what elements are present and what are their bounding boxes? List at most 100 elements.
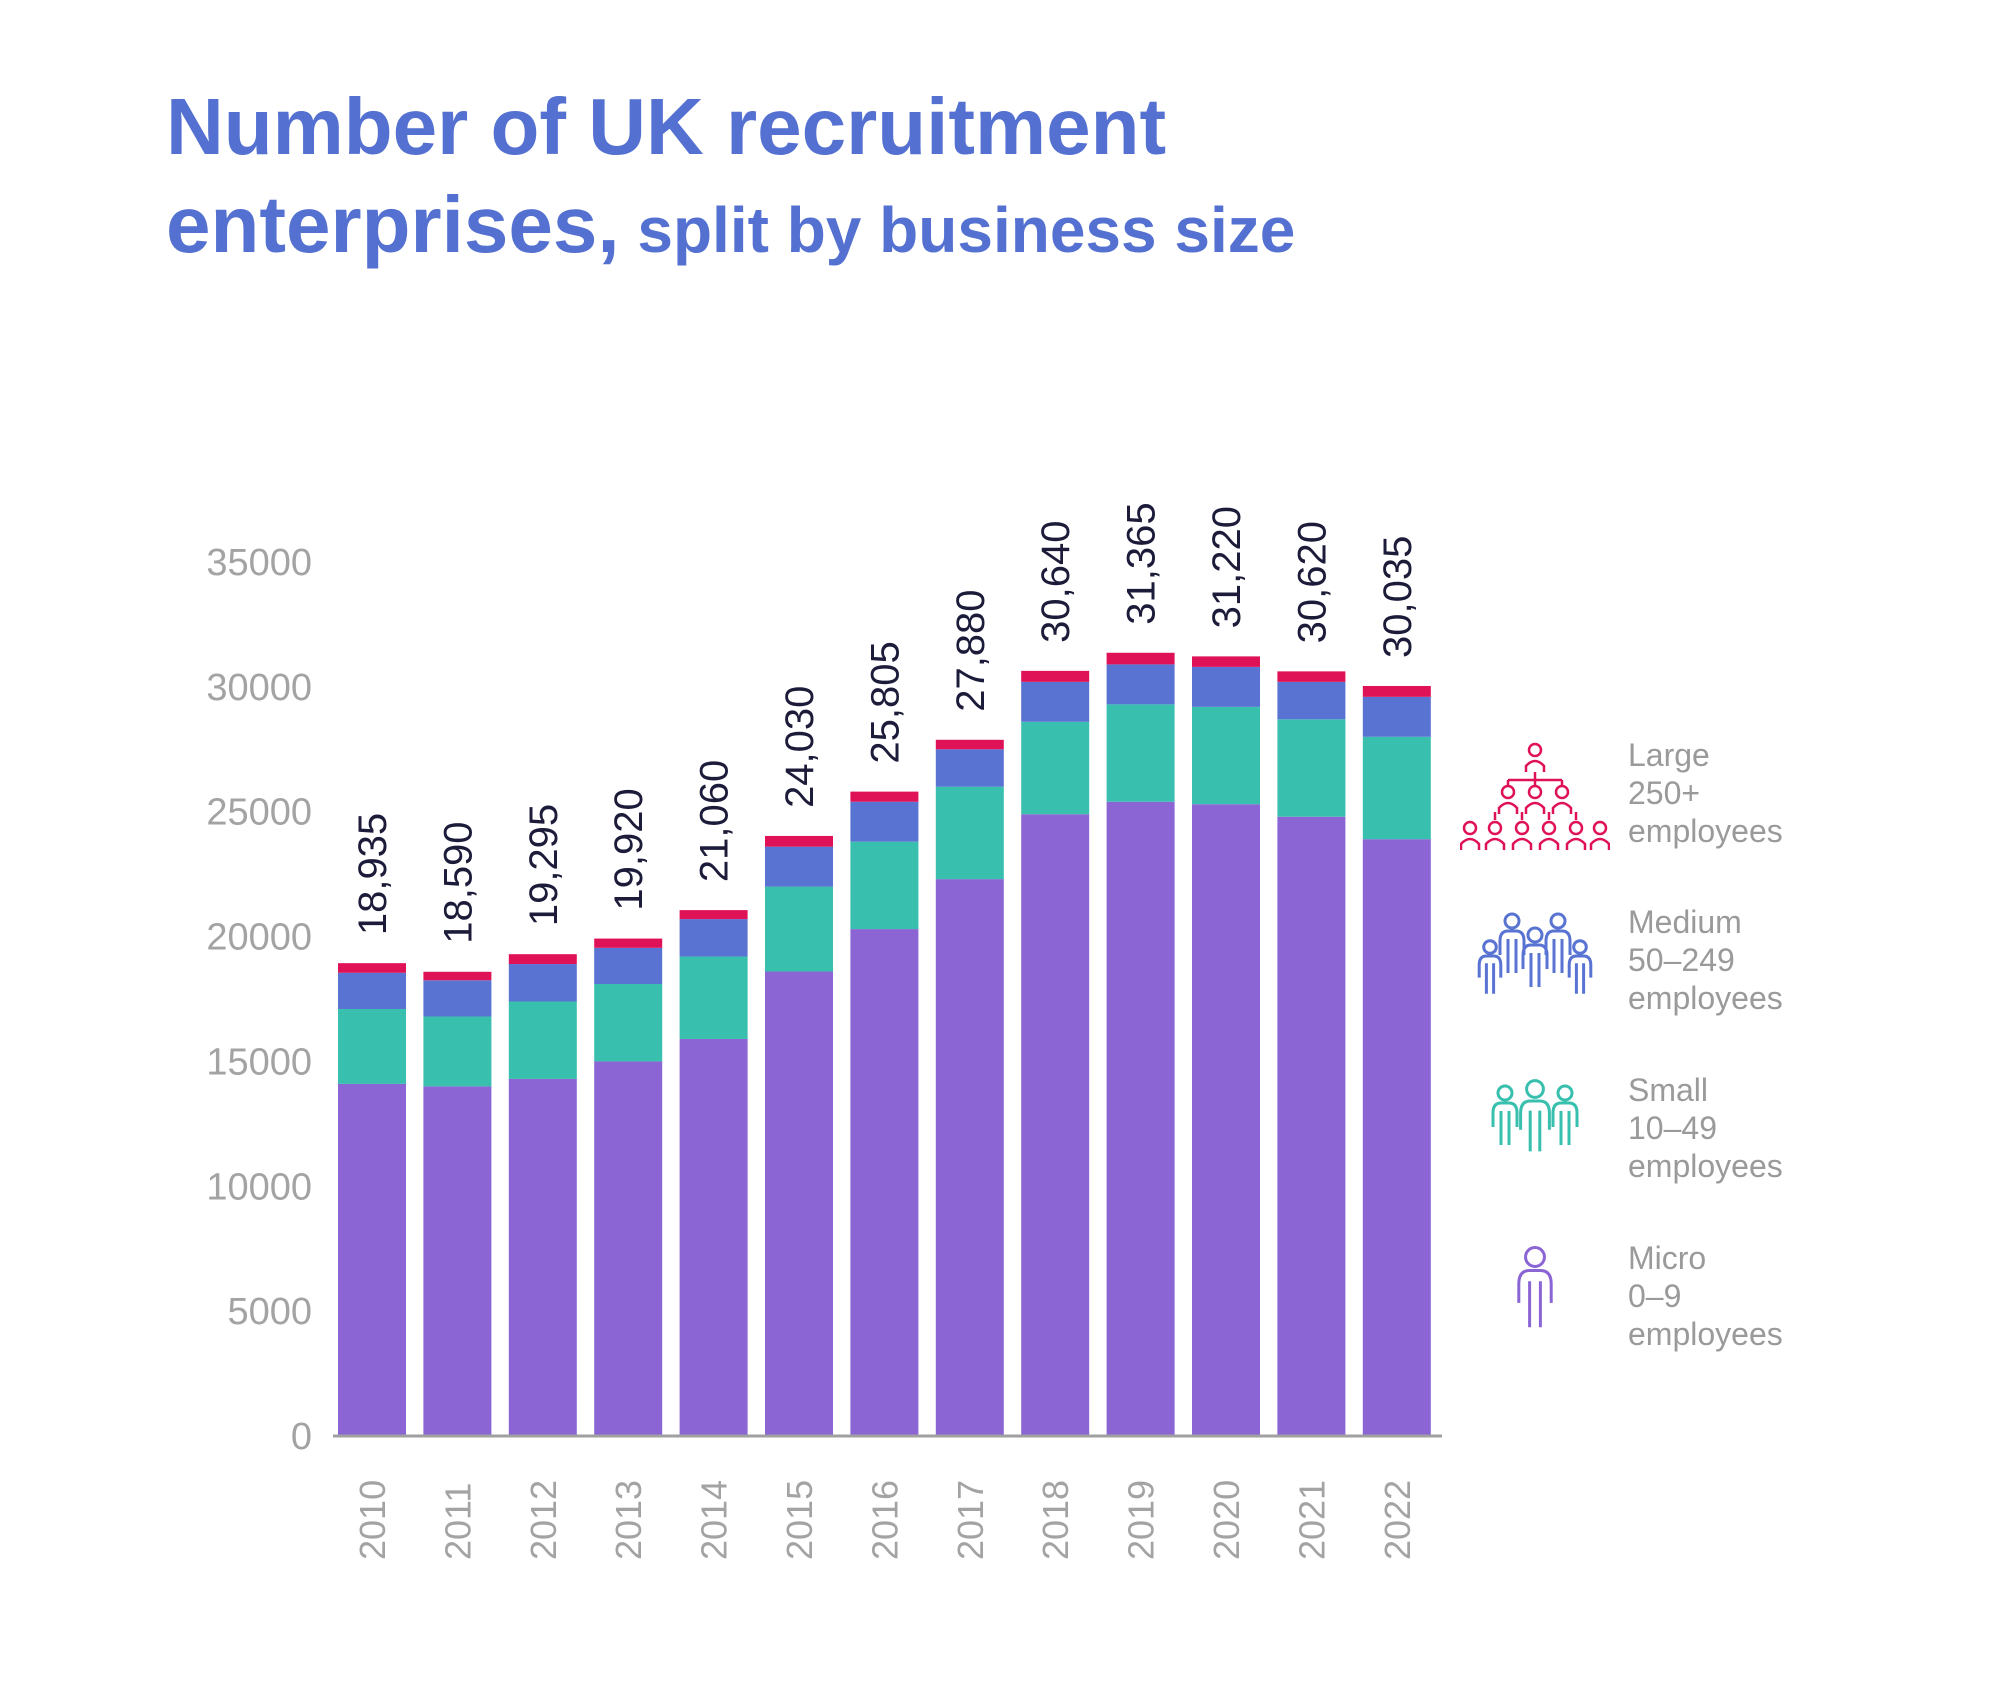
legend-label: Micro 0–9 employees <box>1628 1239 1783 1353</box>
legend-label: Large 250+ employees <box>1628 736 1783 850</box>
bar-segment-large-2018 <box>1021 670 1090 682</box>
total-label-2019: 31,365 <box>1120 502 1164 624</box>
legend-label-line: employees <box>1628 980 1783 1016</box>
x-tick-label-2010: 2010 <box>352 1480 393 1560</box>
bar-segment-small-2018 <box>1021 721 1090 815</box>
title-line-2: enterprises, <box>166 179 620 269</box>
bar-segment-small-2015 <box>765 886 833 972</box>
bar-segment-medium-2010 <box>338 972 406 1009</box>
legend-label-line: 10–49 <box>1628 1110 1717 1146</box>
x-tick-label-2022: 2022 <box>1377 1480 1418 1560</box>
legend-label-line: employees <box>1628 813 1783 849</box>
y-tick-label: 15000 <box>206 1041 312 1083</box>
bar-segment-large-2020 <box>1192 656 1260 667</box>
x-tick-label-2021: 2021 <box>1291 1480 1332 1560</box>
bar-segment-small-2014 <box>679 956 748 1039</box>
bar-segment-large-2012 <box>508 954 577 965</box>
bar-segment-micro-2013 <box>594 1061 663 1436</box>
total-label-2016: 25,805 <box>863 641 907 763</box>
bar-segment-small-2010 <box>338 1008 406 1084</box>
legend-label-line: employees <box>1628 1316 1783 1352</box>
medium-group-icon <box>1477 912 1593 994</box>
legend-label-line: employees <box>1628 1148 1783 1184</box>
y-tick-label: 35000 <box>206 542 312 584</box>
bar-segment-small-2013 <box>594 984 663 1062</box>
x-tick-label-2011: 2011 <box>437 1483 478 1560</box>
x-axis-labels: 2010 2011 2012 2013 2014 2015 2016 2017 2018 2019… <box>352 1480 1418 1560</box>
legend-label-line: 250+ <box>1628 775 1701 811</box>
total-label-2022: 30,035 <box>1376 536 1420 658</box>
bar-segment-small-2021 <box>1277 719 1346 817</box>
bar-segment-small-2022 <box>1362 736 1431 840</box>
x-tick-label-2018: 2018 <box>1035 1480 1076 1560</box>
x-tick-label-2019: 2019 <box>1121 1480 1162 1560</box>
total-label-2015: 24,030 <box>778 686 822 808</box>
bar-segment-medium-2014 <box>679 919 748 957</box>
y-tick-label: 30000 <box>206 667 312 709</box>
x-tick-label-2016: 2016 <box>864 1480 905 1560</box>
legend-label: Small 10–49 employees <box>1628 1071 1783 1185</box>
bar-segment-micro-2011 <box>423 1086 492 1436</box>
total-labels: 18,935 18,590 19,295 19,920 21,060 24,030 25,8… <box>351 502 1420 943</box>
bar-segment-small-2020 <box>1192 706 1260 805</box>
legend-item-small: Small 10–49 employees <box>1460 1072 1880 1205</box>
total-label-2021: 30,620 <box>1290 521 1334 643</box>
bar-segment-medium-2015 <box>765 846 833 887</box>
y-tick-label: 25000 <box>206 792 312 834</box>
legend-label: Medium 50–249 employees <box>1628 903 1783 1017</box>
y-tick-label: 0 <box>291 1416 312 1458</box>
total-label-2010: 18,935 <box>351 813 395 935</box>
person-icon <box>1517 1246 1553 1328</box>
total-label-2012: 19,295 <box>522 804 566 926</box>
title-line-1: Number of UK recruitment <box>166 82 1167 171</box>
bar-segment-micro-2019 <box>1106 801 1175 1436</box>
total-label-2011: 18,590 <box>436 821 480 943</box>
bar-segment-medium-2013 <box>594 947 663 985</box>
bar-segment-large-2011 <box>423 971 492 981</box>
title-subtitle: split by business size <box>619 193 1296 266</box>
legend-label-line: Small <box>1628 1072 1709 1108</box>
x-tick-label-2017: 2017 <box>950 1480 991 1560</box>
x-tick-label-2020: 2020 <box>1206 1480 1247 1560</box>
bar-segment-micro-2014 <box>679 1038 748 1436</box>
bar-segment-small-2019 <box>1106 704 1175 802</box>
total-label-2018: 30,640 <box>1034 521 1078 643</box>
total-label-2013: 19,920 <box>607 788 651 910</box>
x-tick-label-2015: 2015 <box>779 1480 820 1560</box>
legend-label-line: 50–249 <box>1628 942 1735 978</box>
x-tick-label-2012: 2012 <box>523 1480 564 1560</box>
legend-label-line: Large <box>1628 737 1710 773</box>
y-tick-label: 10000 <box>206 1166 312 1208</box>
bars <box>338 652 1431 1436</box>
total-label-2017: 27,880 <box>949 589 993 711</box>
x-tick-label-2013: 2013 <box>608 1480 649 1560</box>
legend-label-line: 0–9 <box>1628 1278 1682 1314</box>
bar-segment-micro-2017 <box>935 879 1004 1436</box>
bar-segment-small-2016 <box>850 841 919 930</box>
bar-segment-small-2012 <box>508 1001 577 1079</box>
bar-segment-large-2010 <box>338 963 406 973</box>
bar-segment-large-2016 <box>850 791 919 802</box>
bar-segment-micro-2022 <box>1362 839 1431 1436</box>
bar-segment-large-2013 <box>594 938 663 948</box>
bar-segment-large-2022 <box>1362 685 1431 697</box>
bar-segment-small-2011 <box>423 1016 492 1087</box>
x-tick-label-2014: 2014 <box>694 1480 735 1560</box>
bar-segment-large-2015 <box>765 835 833 847</box>
bar-segment-micro-2021 <box>1277 816 1346 1436</box>
bar-segment-medium-2012 <box>508 964 577 1002</box>
y-axis-labels: 0 5000 10000 15000 20000 25000 30000 35000 <box>206 542 312 1458</box>
y-tick-label: 5000 <box>227 1291 312 1333</box>
bar-segment-medium-2011 <box>423 980 492 1017</box>
chart-title: Number of UK recruitment enterprises, sp… <box>166 78 1866 273</box>
legend-item-large: Large 250+ employees <box>1460 737 1880 870</box>
legend-label-line: Medium <box>1628 904 1742 940</box>
legend-item-medium: Medium 50–249 employees <box>1460 904 1880 1037</box>
bar-segment-medium-2018 <box>1021 681 1090 722</box>
bar-segment-medium-2019 <box>1106 664 1175 705</box>
bar-segment-large-2021 <box>1277 671 1346 682</box>
bar-segment-large-2017 <box>935 739 1004 750</box>
small-group-icon <box>1491 1079 1579 1152</box>
bar-segment-micro-2018 <box>1021 814 1090 1436</box>
